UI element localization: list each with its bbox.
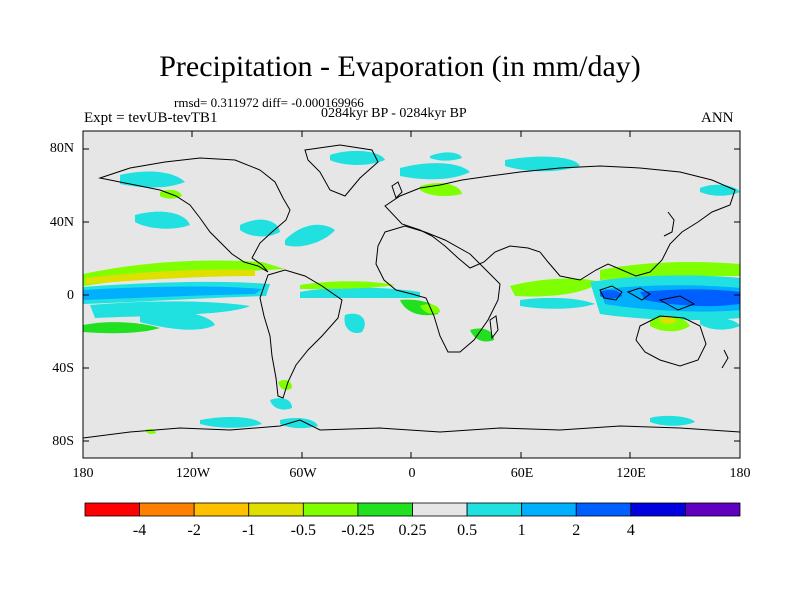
anomaly-atlantic-north-cyan xyxy=(285,224,335,247)
anomaly-pacific-north-yellow xyxy=(86,269,255,284)
anomaly-west-pacific-blue xyxy=(640,289,740,307)
anomaly-atlantic-equator-cyan xyxy=(300,287,420,298)
lon-label-180e: 180 xyxy=(729,466,751,481)
map-title: Precipitation - Evaporation (in mm/day) xyxy=(159,50,641,83)
colorbar-label: -0.25 xyxy=(341,522,374,539)
anomaly-arctic-cyan xyxy=(430,152,462,161)
period-text: 0284kyr BP - 0284kyr BP xyxy=(321,106,467,121)
experiment-label: Expt = tevUB-tevTB1 xyxy=(84,110,218,126)
anomaly-north-america-cyan xyxy=(240,219,280,237)
lat-label-80s: 80S xyxy=(52,434,74,449)
colorbar-swatch xyxy=(521,502,577,517)
anomaly-pacific-blue xyxy=(83,286,262,300)
colorbar-swatch xyxy=(84,502,140,517)
colorbar-label: -4 xyxy=(133,522,146,539)
lon-label-60w: 60W xyxy=(289,466,317,481)
lon-label-120w: 120W xyxy=(175,466,211,481)
colorbar-swatch xyxy=(575,502,632,517)
coast-japan xyxy=(663,211,675,237)
anomaly-australia-yellow xyxy=(660,316,676,324)
anomaly-north-pacific-cyan-2 xyxy=(135,211,190,229)
anomaly-maritime-blue xyxy=(600,289,622,299)
coast-north-america xyxy=(98,157,291,273)
anomaly-pacific-south-cyan xyxy=(90,301,250,318)
colorbar-swatch xyxy=(302,502,359,517)
colorbar-swatch xyxy=(630,502,686,517)
coast-eurasia xyxy=(384,165,736,281)
anomaly-atlantic-south-cyan xyxy=(344,313,365,334)
colorbar-swatch xyxy=(139,502,195,517)
anomaly-antarctic-cyan-2 xyxy=(280,418,318,429)
coast-madagascar xyxy=(489,315,499,340)
anomaly-europe-cyan xyxy=(400,163,470,180)
anomaly-south-indian-green xyxy=(470,328,494,342)
colorbar-label: 0.5 xyxy=(457,522,477,539)
colorbar-label: 1 xyxy=(518,522,526,539)
anomaly-antarctic-cyan-1 xyxy=(200,416,262,428)
colorbar-label: -0.5 xyxy=(291,522,316,539)
stats-text: rmsd= 0.311972 diff= -0.000169966 xyxy=(174,95,364,110)
anomaly-antarctic-cyan-3 xyxy=(650,415,695,426)
colorbar-label: 0.25 xyxy=(399,522,427,539)
anomaly-pacific-south-cyan-2 xyxy=(140,309,215,330)
anomaly-pacific-sw-green xyxy=(83,322,160,334)
colorbar-swatch xyxy=(248,502,304,517)
season-label: ANN xyxy=(701,110,734,126)
colorbar xyxy=(84,502,741,517)
lat-label-40n: 40N xyxy=(49,215,74,230)
coast-antarctica xyxy=(83,419,740,439)
lon-label-180w: 180 xyxy=(72,466,94,481)
colorbar-swatch xyxy=(685,502,741,517)
anomaly-tasman-cyan xyxy=(700,318,740,330)
anomaly-greenland-cyan xyxy=(330,150,385,165)
lat-label-80n: 80N xyxy=(49,141,74,156)
lat-label-40s: 40S xyxy=(52,361,74,376)
coast-greenland xyxy=(304,144,379,197)
lon-label-60e: 60E xyxy=(510,466,534,481)
colorbar-labels: -4 -2 -1 -0.5 -0.25 0.25 0.5 1 2 4 xyxy=(133,522,635,539)
lon-label-120e: 120E xyxy=(616,466,646,481)
colorbar-swatch xyxy=(412,502,468,517)
lon-label-0: 0 xyxy=(408,466,416,481)
coast-maritime-continent xyxy=(599,285,696,311)
anomaly-north-pacific-cyan xyxy=(120,171,185,188)
coast-new-zealand xyxy=(721,349,729,369)
anomaly-south-atlantic-cyan xyxy=(270,398,292,410)
anomaly-patagonia-green xyxy=(278,380,292,390)
colorbar-label: 2 xyxy=(572,522,580,539)
colorbar-swatch xyxy=(193,502,250,517)
colorbar-label: -1 xyxy=(242,522,255,539)
coast-australia xyxy=(635,315,707,367)
lat-label-0: 0 xyxy=(67,288,74,303)
axis-ticks xyxy=(82,131,741,458)
coastlines xyxy=(83,144,740,439)
coast-britain xyxy=(391,181,403,199)
colorbar-swatch xyxy=(357,502,413,517)
colorbar-label: -2 xyxy=(188,522,201,539)
anomaly-africa-yellow xyxy=(420,304,440,314)
coast-africa xyxy=(375,225,501,353)
colorbar-label: 4 xyxy=(627,522,635,539)
anomaly-indian-ocean-green xyxy=(510,278,600,297)
coast-south-america xyxy=(259,269,343,399)
colorbar-swatch xyxy=(466,502,523,517)
anomaly-indian-ocean-cyan xyxy=(520,297,595,309)
